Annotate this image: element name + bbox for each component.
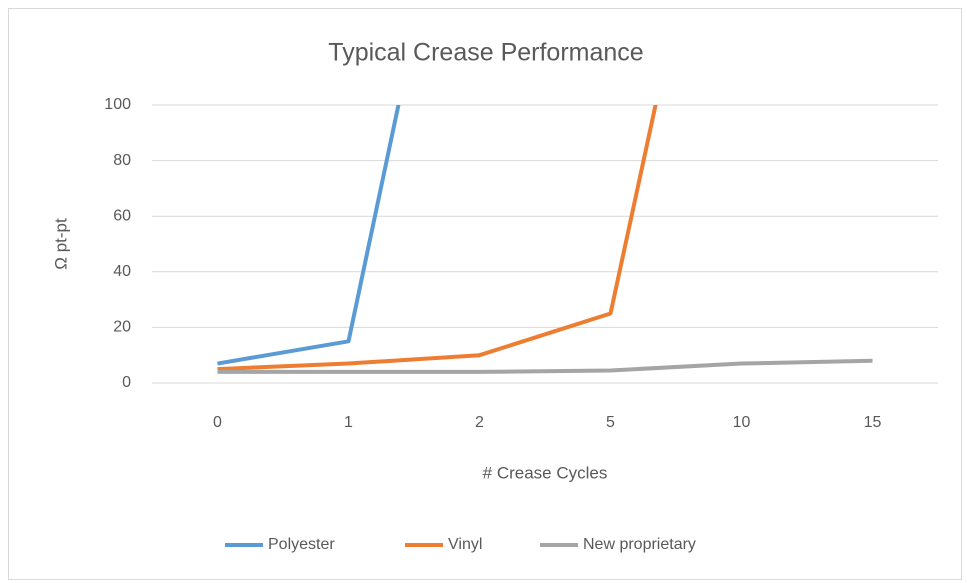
series-line — [217, 105, 401, 366]
x-tick-label: 1 — [344, 414, 353, 431]
chart-border — [8, 8, 962, 580]
plot-area — [217, 105, 873, 374]
y-tick-label: 100 — [104, 96, 131, 113]
x-axis-label: # Crease Cycles — [483, 463, 608, 482]
legend-label: New proprietary — [583, 536, 696, 553]
legend-label: Vinyl — [448, 536, 482, 553]
series-line — [217, 105, 658, 372]
legend-label: Polyester — [268, 536, 335, 553]
x-tick-label: 15 — [864, 414, 882, 431]
x-tick-label: 0 — [213, 414, 222, 431]
y-tick-label: 80 — [113, 152, 131, 169]
x-tick-label: 2 — [475, 414, 484, 431]
y-tick-label: 40 — [113, 263, 131, 280]
x-tick-label: 5 — [606, 414, 615, 431]
y-tick-label: 20 — [113, 319, 131, 336]
y-tick-label: 60 — [113, 207, 131, 224]
chart-title: Typical Crease Performance — [328, 39, 643, 67]
legend: Polyester Vinyl New proprietary — [225, 536, 696, 553]
x-tick-label: 10 — [733, 414, 751, 431]
y-axis-label: Ω pt-pt — [51, 218, 70, 270]
series-line — [217, 358, 873, 374]
grid: 0 20 40 60 80 100 0 1 2 5 10 15 — [104, 96, 938, 431]
y-tick-label: 0 — [122, 374, 131, 391]
